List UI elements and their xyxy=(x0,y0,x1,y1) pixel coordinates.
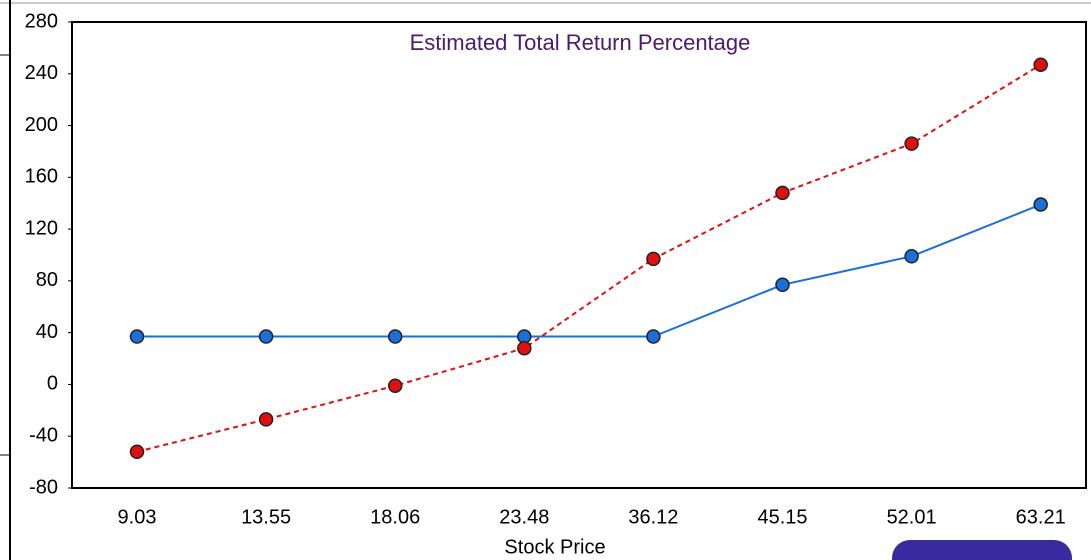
series-line xyxy=(137,203,1042,338)
x-axis-label: Stock Price xyxy=(504,536,605,558)
data-point xyxy=(1033,197,1048,212)
data-point xyxy=(646,329,661,344)
data-point xyxy=(904,136,919,151)
x-tick-label: 63.21 xyxy=(1016,506,1066,528)
y-tick-label: 200 xyxy=(25,114,58,136)
y-tick-label: 80 xyxy=(36,269,58,291)
y-tick-label: 160 xyxy=(25,166,58,188)
x-tick-label: 23.48 xyxy=(499,506,549,528)
data-point xyxy=(517,340,532,356)
data-point xyxy=(129,329,145,344)
chart-title: Estimated Total Return Percentage xyxy=(410,30,751,55)
y-tick-label: 120 xyxy=(25,217,58,239)
data-point xyxy=(775,185,790,201)
x-tick-label: 13.55 xyxy=(241,506,291,528)
data-point xyxy=(387,329,403,344)
data-point xyxy=(129,444,145,460)
data-point xyxy=(1033,57,1048,72)
series-line xyxy=(136,63,1042,453)
data-point xyxy=(775,277,790,293)
data-point xyxy=(904,249,919,264)
plot-area xyxy=(71,21,1087,489)
button-shape xyxy=(892,540,1072,560)
y-tick-label: 280 xyxy=(25,10,58,32)
x-tick-label: 45.15 xyxy=(757,506,807,528)
data-point xyxy=(258,412,274,427)
x-tick-label: 36.12 xyxy=(628,506,678,528)
y-tick-label: 0 xyxy=(47,373,58,395)
x-tick-label: 52.01 xyxy=(887,506,937,528)
y-tick-label: -40 xyxy=(29,425,58,447)
x-tick-label: 9.03 xyxy=(118,506,157,528)
data-point xyxy=(258,329,274,344)
y-tick-label: -80 xyxy=(29,476,58,498)
y-tick-label: 240 xyxy=(25,62,58,84)
data-point xyxy=(646,251,661,267)
y-tick-label: 40 xyxy=(36,321,58,343)
data-point xyxy=(387,378,403,393)
x-tick-label: 18.06 xyxy=(370,506,420,528)
